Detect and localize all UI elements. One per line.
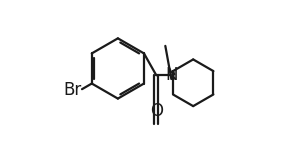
Text: Br: Br: [63, 81, 81, 99]
Text: N: N: [165, 66, 178, 84]
Text: O: O: [150, 102, 163, 120]
